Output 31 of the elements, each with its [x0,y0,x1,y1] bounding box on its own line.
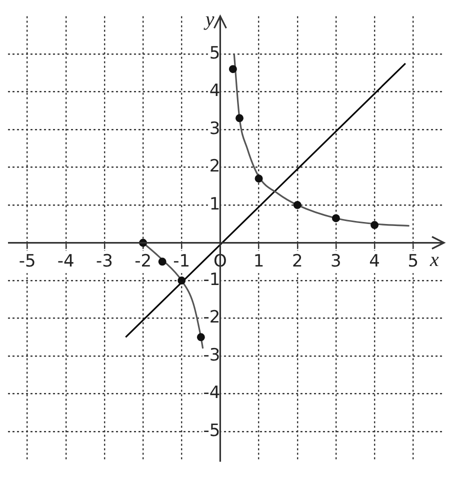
point [236,114,244,122]
y-tick-label: -3 [203,345,220,366]
point [196,333,205,342]
point [332,214,340,222]
y-tick-label: 1 [209,194,220,214]
y-tick-label: 2 [209,156,220,177]
y-axis-title: y [203,8,214,30]
point [370,221,379,230]
y-tick-label: 5 [209,43,220,64]
y-tick-label: 4 [209,81,220,102]
x-tick-label: -1 [173,251,190,272]
y-tick-label: 3 [209,118,220,139]
y-tick-label: -2 [203,308,220,328]
x-tick-label: -3 [96,251,113,272]
x-tick-label: 3 [330,251,342,272]
x-tick-label: 5 [408,251,419,272]
x-tick-label: 4 [369,251,380,272]
point [158,258,166,266]
y-tick-label: -1 [203,270,220,290]
x-tick-label: -4 [57,251,74,272]
point [228,65,237,74]
point [254,174,263,183]
point [293,201,302,210]
x-tick-label: -2 [134,251,152,272]
y-tick-label: -5 [203,421,220,442]
x-tick-label: 1 [253,251,264,272]
x-tick-label: 2 [292,251,303,272]
x-tick-label: -5 [18,251,36,272]
x-axis-title: x [429,249,439,272]
y-tick-label: -4 [203,383,220,404]
point [178,276,186,285]
